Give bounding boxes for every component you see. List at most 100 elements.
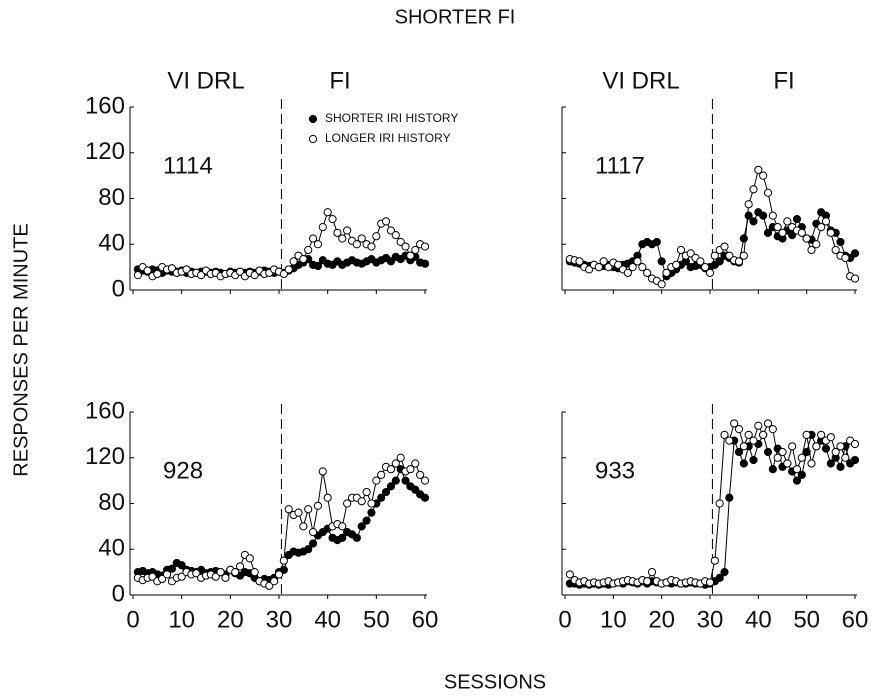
data-point: [826, 433, 835, 442]
data-point: [797, 453, 806, 462]
data-point: [826, 228, 835, 237]
data-point: [710, 251, 719, 260]
x-tick-label: 30: [697, 606, 724, 633]
phase-label: FI: [773, 67, 794, 94]
data-point: [739, 442, 748, 451]
x-tick-label: 40: [314, 606, 341, 633]
data-point: [749, 436, 758, 445]
data-point: [396, 453, 405, 462]
phase-label: FI: [329, 67, 350, 94]
data-point: [725, 436, 734, 445]
data-point: [831, 447, 840, 457]
data-point: [357, 522, 366, 531]
data-point: [420, 242, 430, 251]
data-point: [211, 572, 220, 581]
data-point: [686, 249, 695, 258]
data-point: [763, 188, 773, 197]
data-point: [778, 447, 787, 457]
data-point: [604, 263, 613, 272]
data-point: [304, 545, 313, 554]
data-point: [744, 211, 753, 220]
data-point: [411, 459, 420, 468]
data-point: [308, 527, 318, 537]
data-point: [788, 231, 797, 240]
data-point: [391, 476, 400, 485]
data-point: [802, 430, 811, 439]
data-point: [812, 240, 821, 249]
data-point: [783, 217, 792, 226]
data-point: [411, 245, 420, 255]
data-point: [284, 265, 293, 274]
data-point: [720, 430, 729, 439]
data-point: [768, 211, 777, 220]
data-point: [362, 516, 371, 525]
data-point: [788, 442, 797, 451]
y-tick-label: 40: [98, 230, 125, 257]
data-point: [250, 271, 259, 280]
data-point: [628, 263, 637, 272]
data-point: [284, 505, 293, 514]
x-tick-label: 0: [558, 606, 571, 633]
data-point: [416, 470, 425, 480]
data-point: [768, 465, 777, 474]
data-point: [599, 257, 608, 266]
data-point: [372, 476, 381, 485]
data-point: [657, 257, 666, 266]
data-point: [763, 447, 773, 457]
subject-label: 933: [595, 457, 635, 484]
data-point: [357, 497, 366, 506]
data-point: [754, 421, 763, 430]
data-point: [270, 577, 279, 586]
data-point: [662, 268, 671, 277]
data-point: [773, 222, 782, 232]
data-point: [836, 442, 845, 451]
data-point: [323, 493, 332, 502]
data-point: [401, 242, 410, 251]
data-point: [657, 280, 666, 289]
x-tick-label: 60: [412, 606, 439, 633]
data-point: [289, 257, 298, 266]
data-point: [797, 228, 806, 237]
data-point: [338, 522, 347, 531]
data-point: [850, 439, 860, 449]
x-tick-label: 10: [600, 606, 627, 633]
data-point: [715, 573, 724, 582]
data-point: [318, 222, 327, 232]
data-point: [245, 554, 254, 563]
data-point: [734, 425, 744, 434]
data-point: [197, 271, 206, 280]
data-point: [367, 242, 376, 251]
data-point: [749, 185, 758, 194]
data-point: [623, 268, 632, 277]
data-point: [817, 222, 826, 232]
data-point: [313, 501, 323, 510]
data-point: [734, 257, 744, 266]
data-point: [647, 568, 657, 577]
data-point: [643, 268, 652, 277]
data-point: [308, 539, 318, 548]
data-point: [841, 453, 850, 462]
data-point: [167, 264, 177, 273]
data-point: [792, 214, 802, 224]
data-point: [725, 493, 734, 502]
data-point: [386, 482, 396, 491]
phase-label: VI DRL: [167, 67, 244, 94]
data-point: [304, 245, 313, 255]
data-point: [396, 237, 405, 247]
data-point: [352, 240, 361, 249]
data-point: [294, 508, 303, 517]
data-point: [177, 572, 186, 581]
x-tick-label: 0: [126, 606, 139, 633]
data-point: [768, 425, 777, 434]
data-point: [739, 251, 748, 260]
data-point: [652, 237, 661, 247]
data-point: [162, 570, 172, 579]
data-point: [759, 430, 768, 439]
data-point: [763, 419, 773, 428]
data-point: [333, 228, 342, 237]
legend-marker: [308, 134, 318, 144]
data-point: [565, 570, 574, 579]
data-point: [701, 263, 710, 272]
data-point: [720, 242, 729, 251]
